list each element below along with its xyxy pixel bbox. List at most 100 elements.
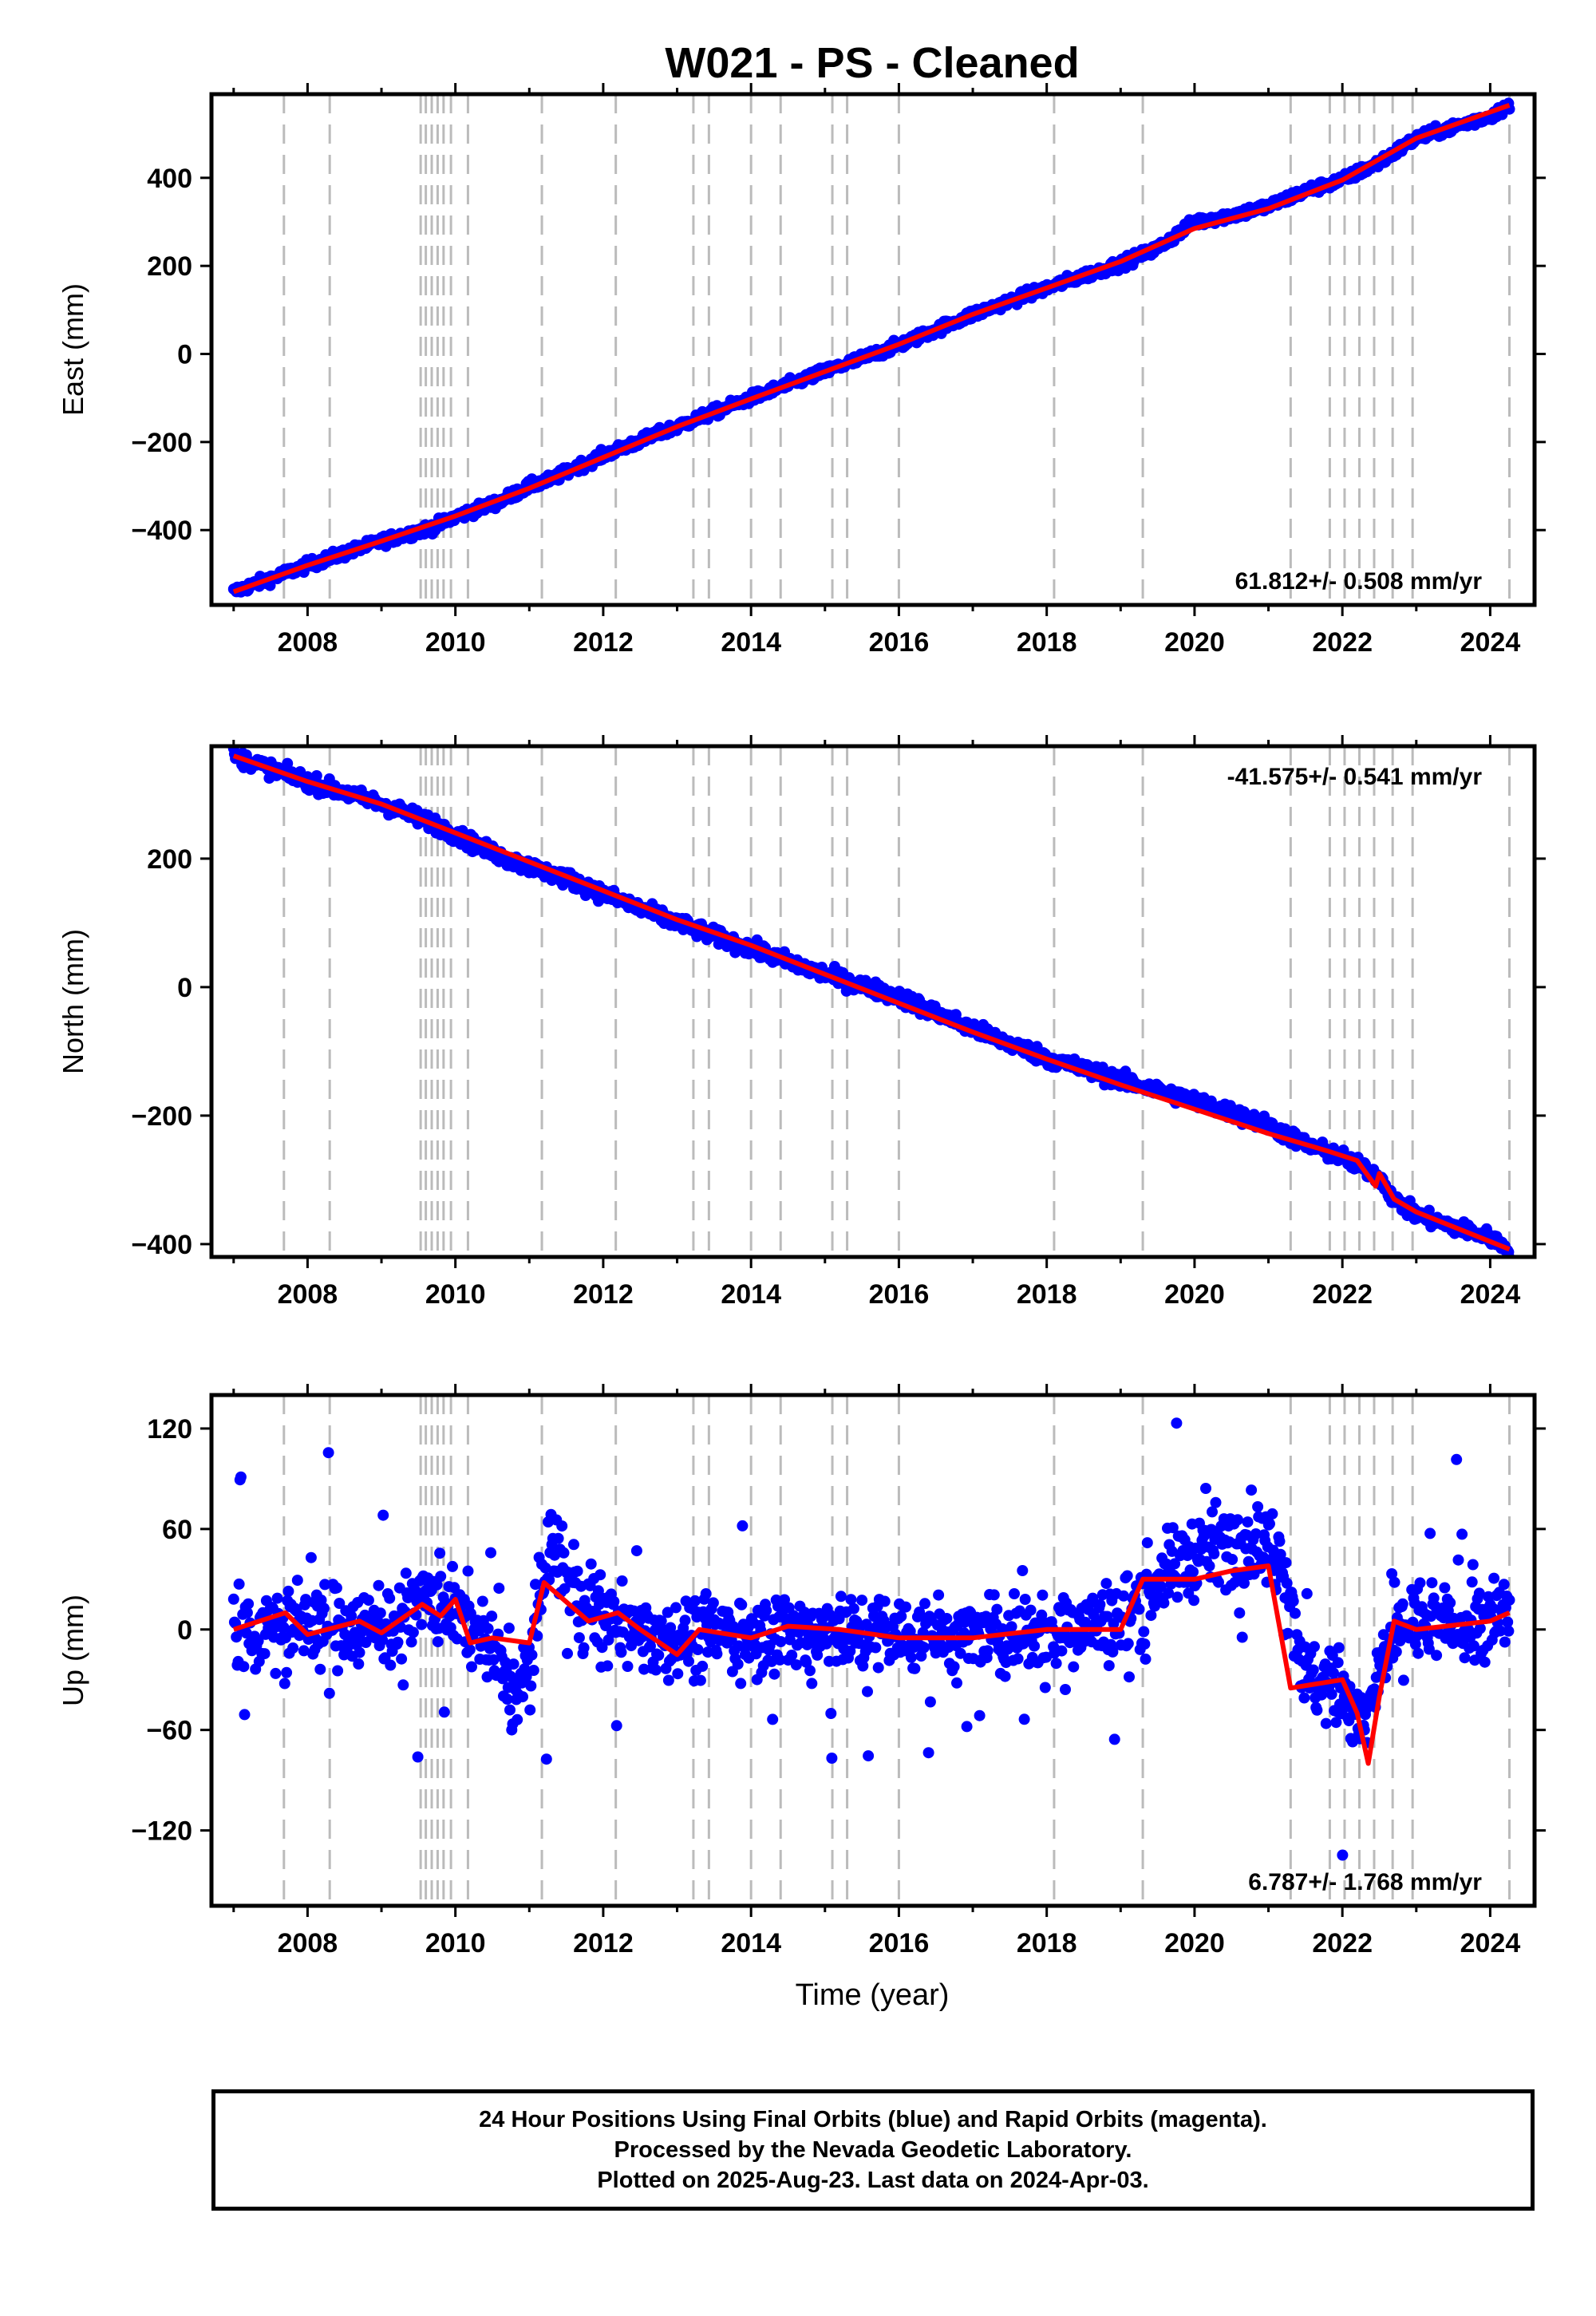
- y-tick-label: 0: [177, 340, 192, 370]
- x-tick-label: 2016: [869, 627, 930, 658]
- data-point: [1107, 1646, 1119, 1658]
- x-axis-label: Time (year): [796, 1978, 950, 2012]
- data-point: [1281, 1577, 1293, 1589]
- data-point: [1498, 1579, 1510, 1591]
- data-point: [1060, 1684, 1071, 1695]
- data-point: [1474, 1622, 1486, 1634]
- data-point: [700, 1588, 712, 1599]
- data-point: [1250, 1528, 1262, 1539]
- north-model-line: [232, 753, 1511, 1252]
- data-point: [524, 1704, 536, 1716]
- data-point: [1431, 1650, 1443, 1662]
- data-point: [558, 1547, 570, 1559]
- data-point: [879, 1595, 891, 1607]
- data-point: [650, 1664, 662, 1676]
- data-point: [385, 1659, 397, 1671]
- data-point: [1428, 1592, 1440, 1604]
- data-point: [525, 1680, 537, 1692]
- north-rate-label: -41.575+/- 0.541 mm/yr: [1227, 764, 1483, 790]
- x-tick-label: 2020: [1164, 1928, 1225, 1958]
- data-point: [1227, 1554, 1238, 1565]
- data-point: [622, 1661, 634, 1672]
- data-point: [914, 1607, 926, 1618]
- data-point: [482, 1622, 494, 1634]
- data-point: [559, 1583, 571, 1595]
- x-tick-label: 2010: [425, 627, 486, 658]
- data-point: [857, 1660, 869, 1672]
- data-point: [774, 1654, 786, 1666]
- data-point: [991, 1603, 1003, 1615]
- data-point: [1103, 1660, 1115, 1672]
- data-point: [1037, 1589, 1049, 1601]
- x-tick-label: 2024: [1460, 1928, 1521, 1958]
- x-tick-label: 2012: [573, 1928, 634, 1958]
- data-point: [638, 1663, 650, 1675]
- footer-info-box: 24 Hour Positions Using Final Orbits (bl…: [211, 2089, 1535, 2211]
- data-point: [1444, 1597, 1456, 1609]
- data-point: [233, 1578, 245, 1590]
- data-point: [520, 1670, 532, 1682]
- data-point: [826, 1753, 838, 1764]
- figure-title: W021 - PS - Cleaned: [665, 39, 1079, 87]
- data-point: [447, 1560, 458, 1572]
- x-tick-label: 2010: [425, 1928, 486, 1958]
- data-point: [400, 1567, 412, 1579]
- up-model-line: [232, 1563, 1511, 1766]
- up-panel: −120 −60 0 60 120 2008 2010 2012 2014 2016 2018 202…: [57, 1384, 1546, 1958]
- data-point: [353, 1658, 365, 1670]
- data-point: [941, 1613, 953, 1624]
- data-point: [1473, 1587, 1485, 1599]
- data-point: [616, 1575, 628, 1587]
- x-tick-label: 2018: [1017, 627, 1077, 658]
- data-point: [552, 1532, 564, 1544]
- data-point: [1468, 1640, 1479, 1652]
- north-frame: [209, 744, 1537, 1259]
- footer-line-processor: Processed by the Nevada Geodetic Laborat…: [614, 2137, 1132, 2163]
- data-point: [1274, 1535, 1286, 1547]
- data-point: [845, 1594, 857, 1606]
- footer-line-orbits: 24 Hour Positions Using Final Orbits (bl…: [479, 2107, 1267, 2132]
- data-point: [919, 1598, 930, 1610]
- north-panel: −400 −200 0 200 2008 2010 2012 2014 2016 2018 2020…: [57, 735, 1546, 1310]
- data-point: [1236, 1631, 1248, 1643]
- data-point: [412, 1751, 424, 1763]
- data-point: [585, 1558, 597, 1570]
- data-point: [432, 1636, 444, 1648]
- data-point: [1337, 1849, 1349, 1861]
- data-point: [1122, 1638, 1134, 1650]
- data-point: [933, 1589, 945, 1601]
- data-point: [1316, 1689, 1328, 1701]
- data-point: [1280, 1557, 1292, 1569]
- data-point: [407, 1626, 419, 1638]
- data-point: [694, 1674, 706, 1686]
- data-point: [504, 1704, 516, 1716]
- data-point: [1005, 1621, 1017, 1633]
- data-point: [1149, 1600, 1160, 1612]
- data-point: [1242, 1516, 1254, 1528]
- data-point: [954, 1647, 966, 1659]
- data-point: [615, 1646, 627, 1658]
- y-tick-label: 120: [147, 1414, 192, 1445]
- data-point: [1311, 1704, 1323, 1716]
- data-point: [374, 1607, 386, 1619]
- data-point: [670, 1602, 681, 1614]
- data-point: [318, 1603, 330, 1614]
- x-tick-label: 2024: [1460, 1279, 1521, 1310]
- data-point: [825, 1708, 837, 1719]
- data-point: [790, 1659, 802, 1671]
- data-point: [1320, 1717, 1332, 1729]
- data-point: [988, 1589, 1000, 1601]
- data-point: [1307, 1664, 1319, 1676]
- data-point: [915, 1650, 927, 1662]
- data-point: [767, 1713, 779, 1725]
- x-tick-label: 2008: [278, 1928, 338, 1958]
- data-point: [360, 1637, 372, 1648]
- data-point: [1459, 1652, 1471, 1664]
- data-point: [961, 1721, 973, 1733]
- x-tick-label: 2010: [425, 1279, 486, 1310]
- data-point: [346, 1610, 358, 1622]
- data-point: [1452, 1554, 1464, 1566]
- data-point: [1390, 1646, 1402, 1658]
- data-point: [1087, 1592, 1099, 1604]
- data-point: [1208, 1547, 1220, 1559]
